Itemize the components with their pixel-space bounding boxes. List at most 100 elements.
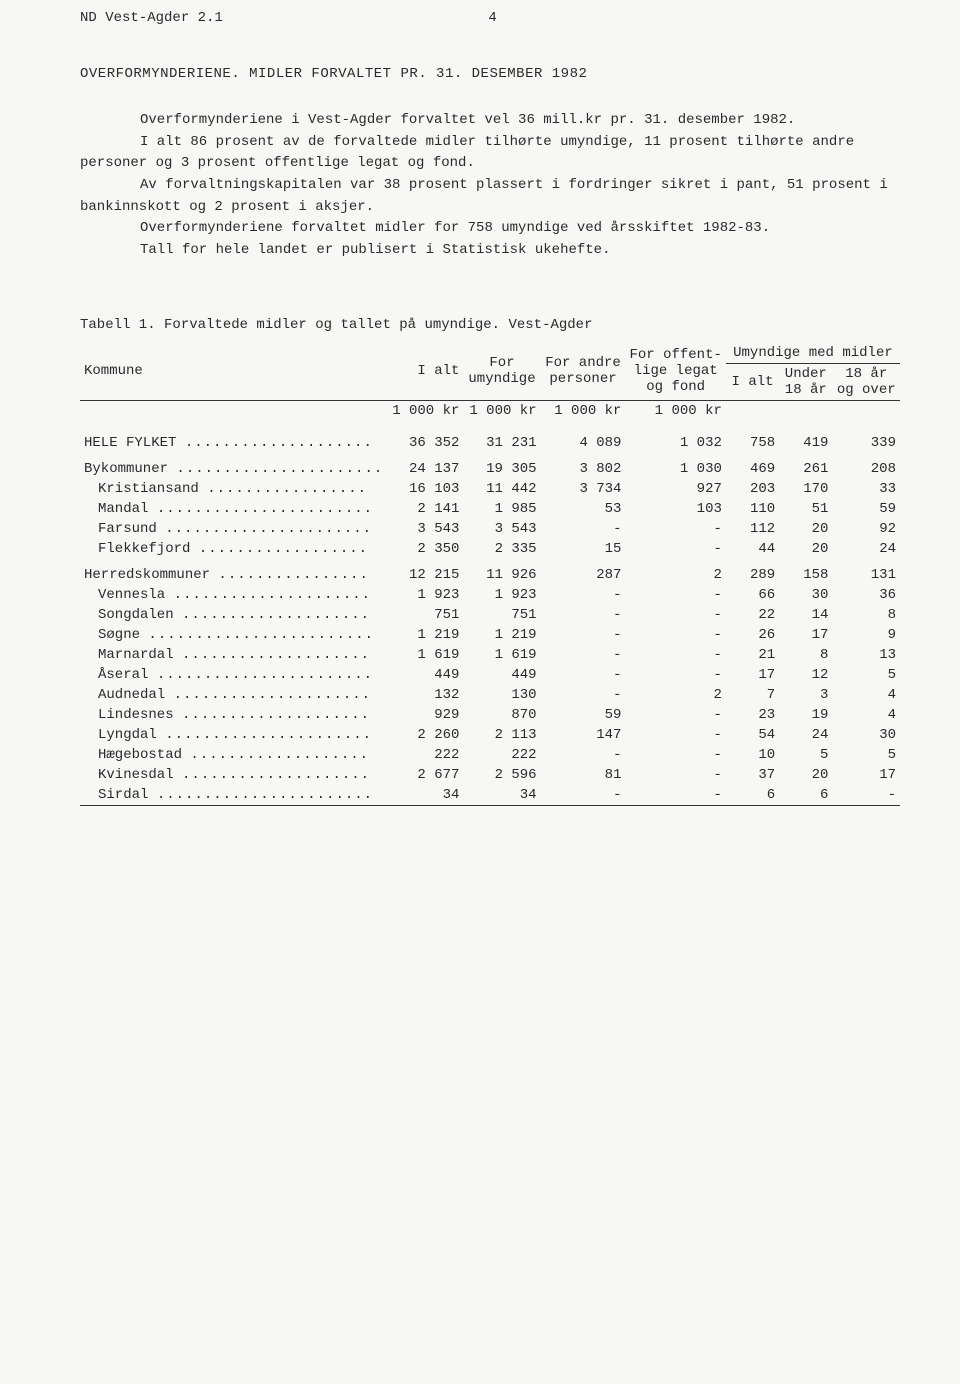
table-row: Mandal .......................2 1411 985…	[80, 499, 900, 519]
cell: 2 141	[387, 499, 463, 519]
cell: 21	[726, 645, 779, 665]
col-um-18over: 18 årog over	[832, 363, 900, 400]
row-label: Lyngdal ......................	[80, 725, 387, 745]
cell: 469	[726, 453, 779, 479]
paragraph: Overformynderiene forvaltet midler for 7…	[80, 218, 900, 240]
cell: 24	[779, 725, 832, 745]
table-row: Songdalen ....................751751--22…	[80, 605, 900, 625]
cell: -	[625, 585, 725, 605]
row-label: Audnedal .....................	[80, 685, 387, 705]
paragraph: Av forvaltningskapitalen var 38 prosent …	[80, 175, 900, 218]
table-row: Vennesla .....................1 9231 923…	[80, 585, 900, 605]
cell: 170	[779, 479, 832, 499]
unit-cell	[779, 400, 832, 425]
col-um-under18: Under18 år	[779, 363, 832, 400]
cell: -	[541, 625, 626, 645]
paragraph: I alt 86 prosent av de forvaltede midler…	[80, 132, 900, 175]
cell: 23	[726, 705, 779, 725]
cell: -	[541, 785, 626, 806]
cell: 17	[832, 765, 900, 785]
col-umyndige-group: Umyndige med midler	[726, 343, 900, 364]
col-kommune: Kommune	[80, 343, 387, 401]
cell: 419	[779, 425, 832, 453]
cell: 33	[832, 479, 900, 499]
table-row: Farsund ......................3 5433 543…	[80, 519, 900, 539]
cell: 449	[463, 665, 540, 685]
row-label: Farsund ......................	[80, 519, 387, 539]
cell: 24 137	[387, 453, 463, 479]
cell: 92	[832, 519, 900, 539]
cell: 1 619	[387, 645, 463, 665]
cell: 16 103	[387, 479, 463, 499]
cell: 3 734	[541, 479, 626, 499]
cell: 1 032	[625, 425, 725, 453]
cell: 17	[726, 665, 779, 685]
cell: -	[541, 685, 626, 705]
cell: 51	[779, 499, 832, 519]
row-label: Songdalen ....................	[80, 605, 387, 625]
cell: -	[625, 665, 725, 685]
cell: 20	[779, 539, 832, 559]
cell: 339	[832, 425, 900, 453]
cell: 112	[726, 519, 779, 539]
table-row: Åseral .......................449449--17…	[80, 665, 900, 685]
row-label: Åseral .......................	[80, 665, 387, 685]
cell: 158	[779, 559, 832, 585]
row-label: Lindesnes ....................	[80, 705, 387, 725]
table-head: Kommune I alt Forumyndige For andreperso…	[80, 343, 900, 425]
unit-cell	[80, 400, 387, 425]
unit-cell: 1 000 kr	[625, 400, 725, 425]
cell: -	[625, 745, 725, 765]
cell: 24	[832, 539, 900, 559]
cell: 208	[832, 453, 900, 479]
cell: 5	[832, 745, 900, 765]
cell: 15	[541, 539, 626, 559]
cell: 103	[625, 499, 725, 519]
paragraph: Overformynderiene i Vest-Agder forvaltet…	[80, 110, 900, 132]
cell: 2 596	[463, 765, 540, 785]
table-row: Sirdal .......................3434--66-	[80, 785, 900, 806]
table-row: Kvinesdal ....................2 6772 596…	[80, 765, 900, 785]
cell: 12 215	[387, 559, 463, 585]
cell: 203	[726, 479, 779, 499]
unit-cell: 1 000 kr	[387, 400, 463, 425]
cell: 4	[832, 705, 900, 725]
cell: 1 030	[625, 453, 725, 479]
cell: 81	[541, 765, 626, 785]
cell: 7	[726, 685, 779, 705]
cell: 17	[779, 625, 832, 645]
cell: 8	[832, 605, 900, 625]
cell: 10	[726, 745, 779, 765]
cell: 13	[832, 645, 900, 665]
cell: -	[541, 745, 626, 765]
cell: 3	[779, 685, 832, 705]
doc-id: ND Vest-Agder 2.1	[80, 10, 480, 26]
cell: -	[832, 785, 900, 806]
cell: 5	[832, 665, 900, 685]
cell: 19	[779, 705, 832, 725]
cell: 36	[832, 585, 900, 605]
cell: 130	[463, 685, 540, 705]
cell: 26	[726, 625, 779, 645]
cell: 1 923	[387, 585, 463, 605]
cell: -	[625, 705, 725, 725]
table-caption: Tabell 1. Forvaltede midler og tallet på…	[80, 317, 900, 333]
cell: 222	[387, 745, 463, 765]
table-row: Lindesnes ....................92987059-2…	[80, 705, 900, 725]
cell: 4 089	[541, 425, 626, 453]
cell: 53	[541, 499, 626, 519]
cell: 927	[625, 479, 725, 499]
table-body: HELE FYLKET ....................36 35231…	[80, 425, 900, 806]
cell: 34	[463, 785, 540, 806]
row-label: Søgne ........................	[80, 625, 387, 645]
table-row: HELE FYLKET ....................36 35231…	[80, 425, 900, 453]
col-um-ialt: I alt	[726, 363, 779, 400]
cell: 66	[726, 585, 779, 605]
cell: 3 543	[463, 519, 540, 539]
cell: 6	[779, 785, 832, 806]
cell: 2	[625, 685, 725, 705]
cell: 1 923	[463, 585, 540, 605]
cell: -	[625, 765, 725, 785]
table-row: Herredskommuner ................12 21511…	[80, 559, 900, 585]
col-for-offentlige: For offent-lige legatog fond	[625, 343, 725, 401]
